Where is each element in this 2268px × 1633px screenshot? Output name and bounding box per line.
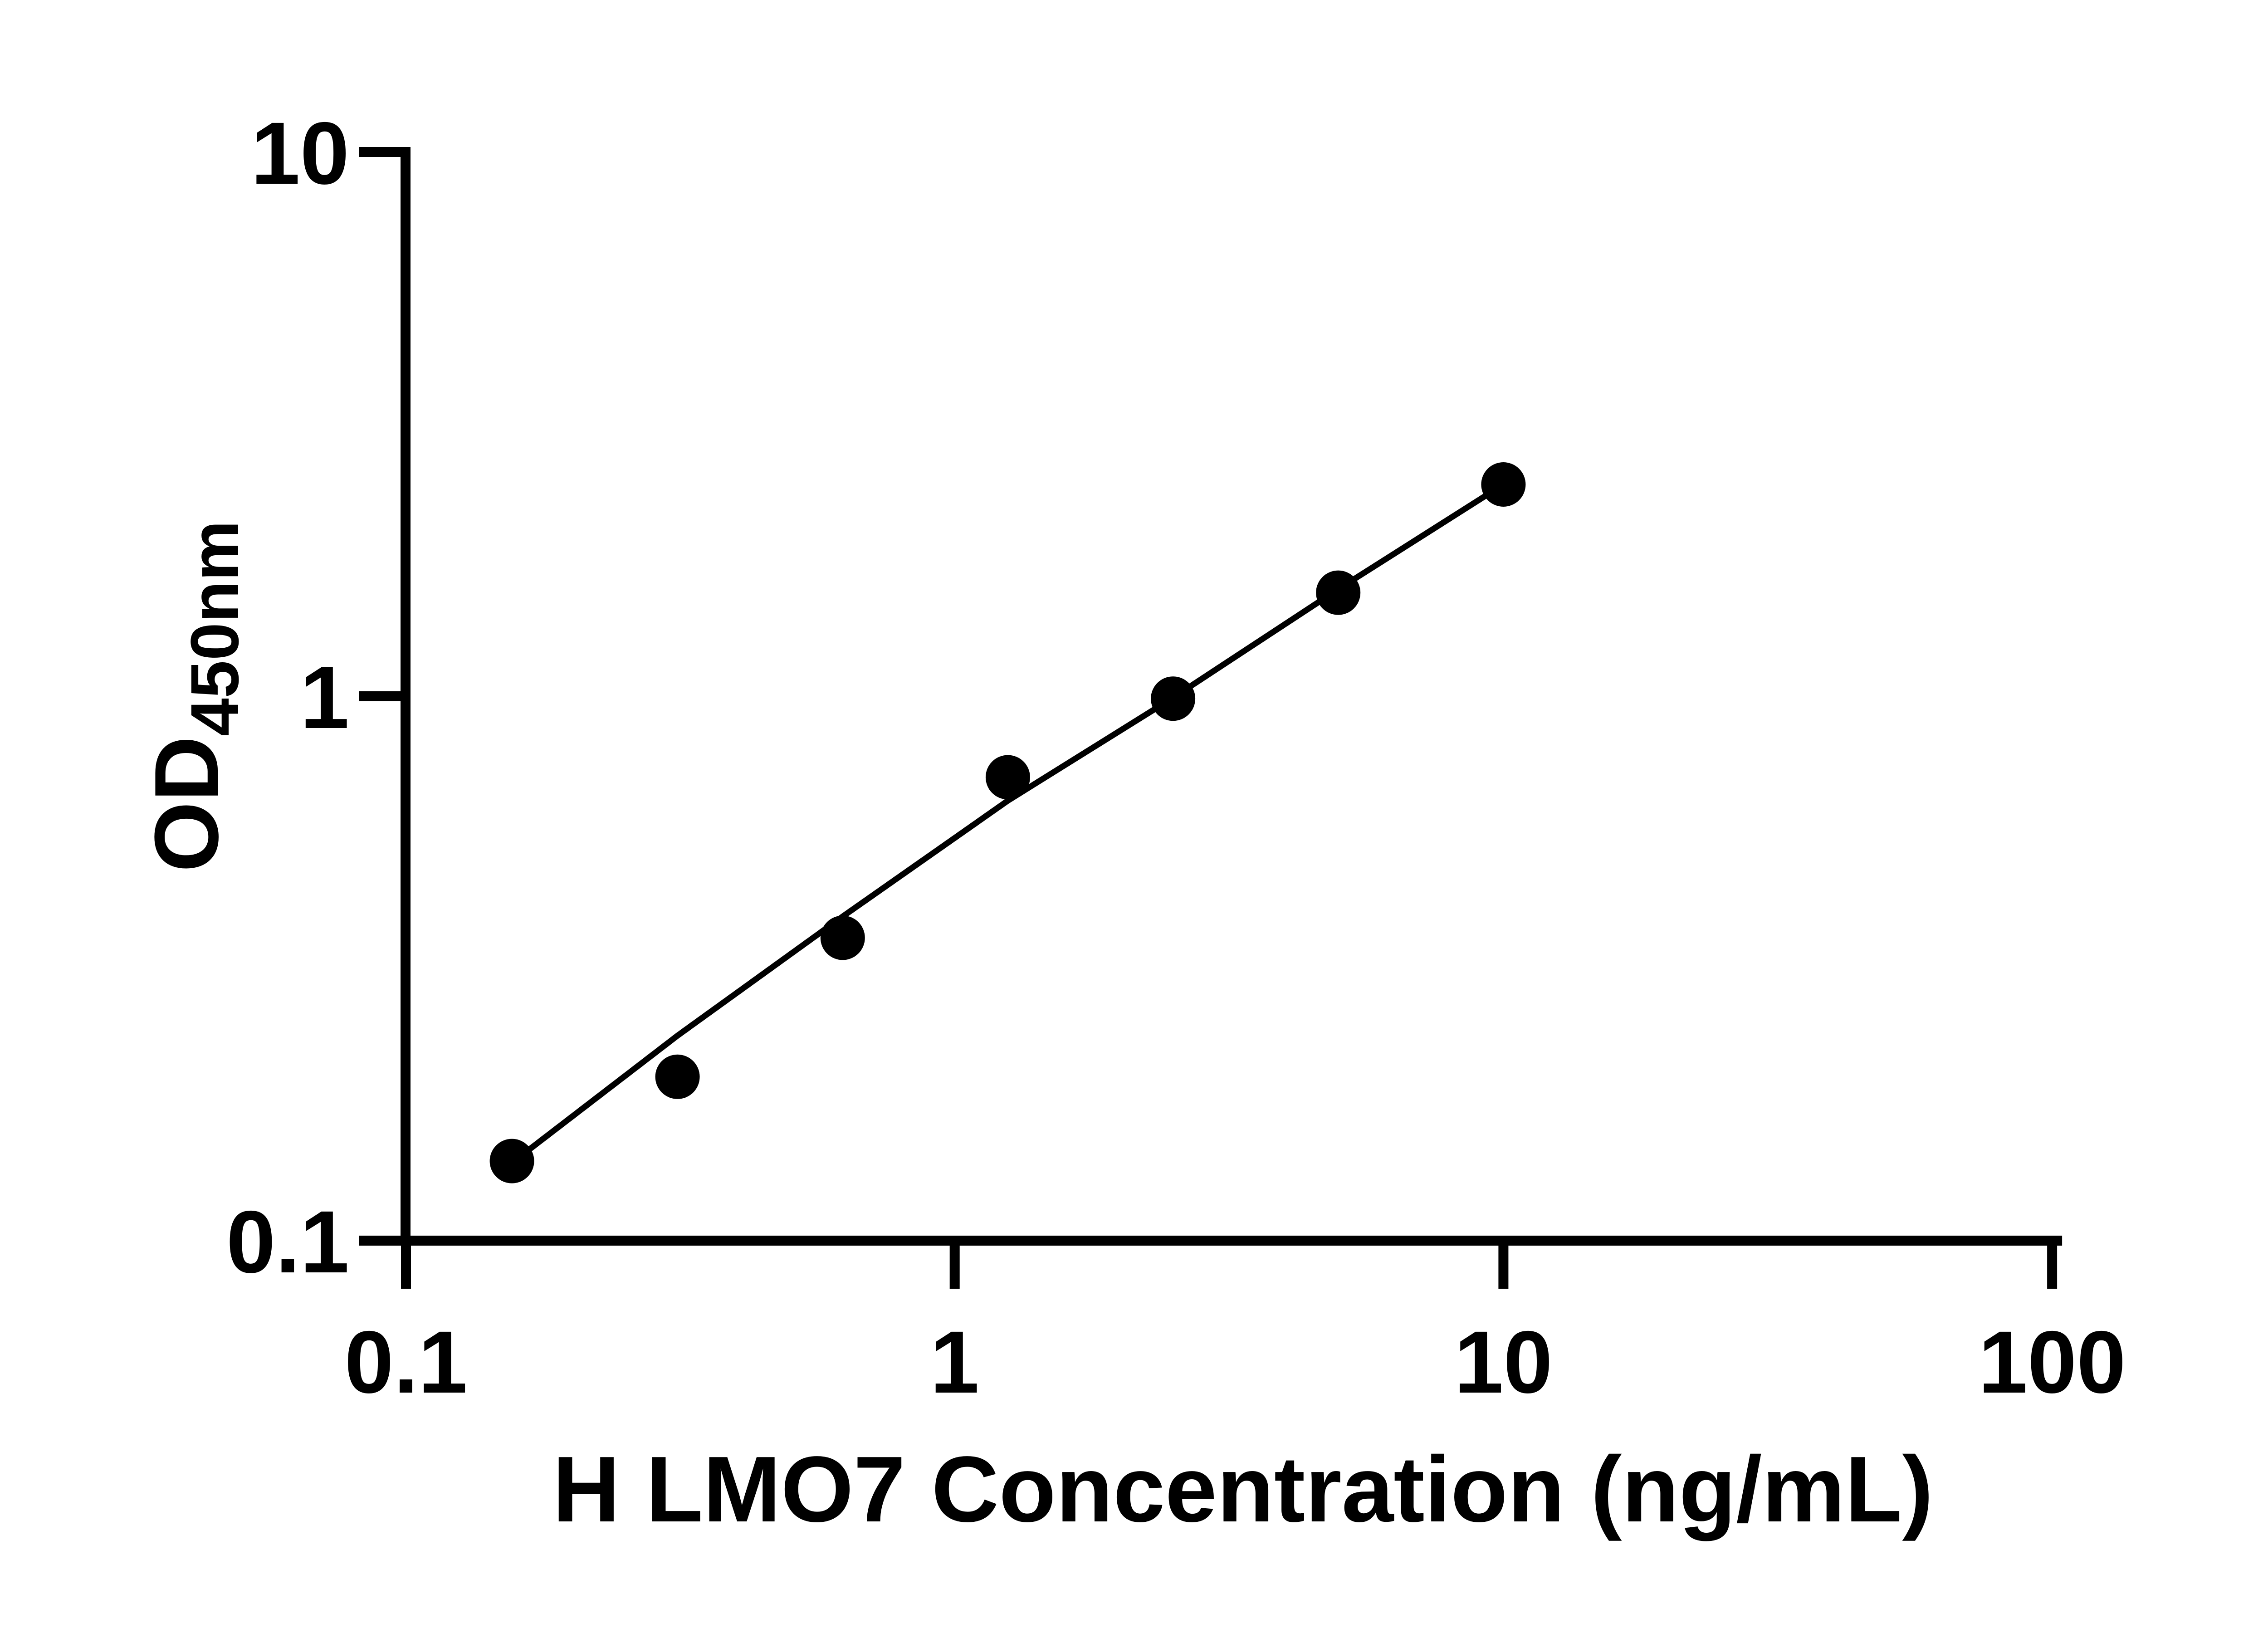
data-point-3	[820, 915, 865, 960]
y-tick-label-1: 1	[300, 648, 349, 747]
y-tick-label-0.1: 0.1	[226, 1193, 349, 1291]
y-axis-title-main: OD	[136, 736, 237, 872]
data-point-6	[1316, 570, 1361, 615]
y-axis-title-subscript: 450nm	[176, 520, 253, 736]
data-point-4	[985, 755, 1030, 800]
x-tick-label-10: 10	[1454, 1313, 1553, 1412]
data-point-5	[1151, 676, 1196, 721]
data-point-2	[655, 1054, 700, 1099]
y-tick-label-10: 10	[251, 104, 349, 203]
x-tick-label-100: 100	[1978, 1313, 2126, 1412]
x-tick-label-1: 1	[930, 1313, 979, 1412]
data-point-7	[1481, 462, 1526, 507]
data-point-1	[489, 1139, 534, 1183]
x-axis-title: H LMO7 Concentration (ng/mL)	[552, 1437, 1934, 1541]
y-axis-title: OD450nm	[136, 520, 253, 872]
x-tick-label-0.1: 0.1	[344, 1313, 467, 1412]
